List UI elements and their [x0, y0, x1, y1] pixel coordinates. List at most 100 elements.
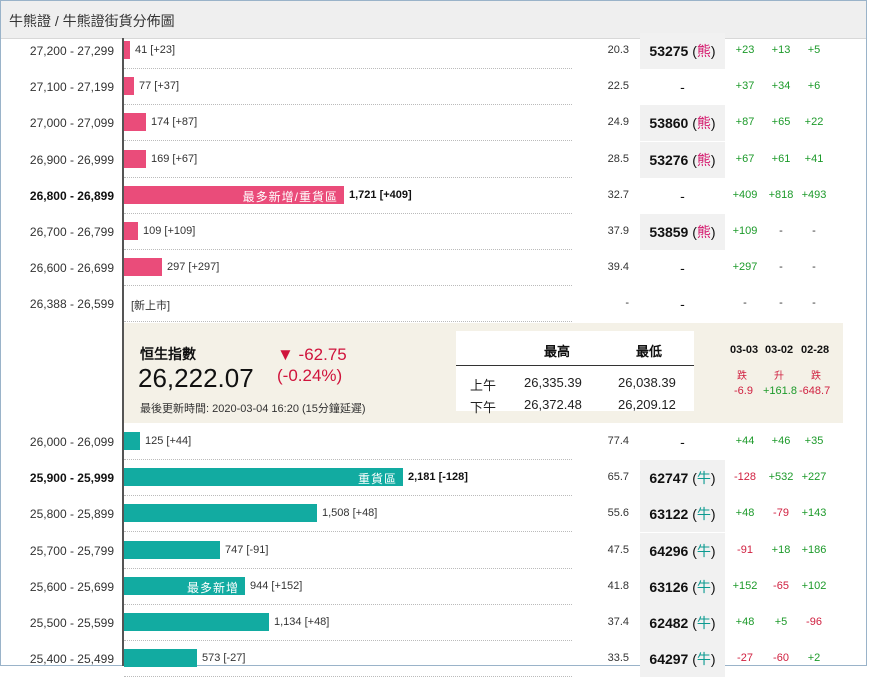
- daily-change: -: [812, 225, 816, 237]
- table-row: 27,000 - 27,099 174 [+87] 24.9 53860 (熊) +87…: [0, 105, 867, 142]
- code-number[interactable]: 63126: [649, 578, 689, 595]
- cbbc-code[interactable]: 64297 (牛): [640, 641, 725, 677]
- cbbc-code[interactable]: 53860 (熊): [640, 105, 725, 142]
- daily-change: +61: [771, 152, 791, 165]
- ratio: 33.5: [607, 652, 629, 665]
- low-header: 最低: [636, 344, 663, 359]
- daily-change: +143: [801, 507, 827, 520]
- cbbc-code[interactable]: 63122 (牛): [640, 496, 725, 533]
- hsi-panel: 恒生指數 26,222.07 ▼ -62.75 (-0.24%) 最後更新時間:…: [124, 323, 843, 423]
- code-number[interactable]: 53859: [649, 224, 689, 240]
- code-number[interactable]: 53275: [649, 43, 689, 59]
- hsi-change-pct: (-0.24%): [277, 366, 343, 385]
- code-direction: 熊: [696, 151, 711, 168]
- ratio: 24.9: [607, 116, 629, 129]
- row-divider: [124, 603, 572, 605]
- bar-tag: 重貨區: [357, 472, 397, 487]
- daily-change: +46: [771, 435, 791, 447]
- oi-value: 297 [+297]: [167, 261, 220, 274]
- chart-axis: [122, 38, 124, 666]
- cbbc-code[interactable]: 53859 (熊): [640, 214, 725, 250]
- daily-change: +37: [735, 80, 755, 93]
- oi-bar: 最多新增/重貨區: [124, 185, 344, 204]
- daily-change: +22: [804, 116, 824, 129]
- ratio: 22.5: [607, 80, 629, 93]
- code-number[interactable]: 64296: [649, 542, 689, 559]
- strike-range: 26,388 - 26,599: [29, 297, 114, 312]
- daily-change: +297: [732, 261, 758, 274]
- last-updated: 最後更新時間: 2020-03-04 16:20 (15分鐘延遲): [140, 403, 366, 415]
- ratio: 37.9: [607, 225, 629, 237]
- strike-range: 27,200 - 27,299: [29, 44, 114, 58]
- daily-change: +409: [732, 188, 758, 201]
- high-low-table: 最高 最低 上午 26,335.39 26,038.39 下午 26,372.4…: [456, 331, 694, 415]
- cbbc-code[interactable]: 62482 (牛): [640, 605, 725, 641]
- oi-bar: 最多新增: [124, 576, 245, 595]
- daily-change: +532: [768, 471, 794, 484]
- daily-change: +152: [732, 579, 758, 592]
- cbbc-code: -: [640, 424, 725, 460]
- strike-range: 25,900 - 25,999: [29, 471, 114, 486]
- cbbc-code[interactable]: 64296 (牛): [640, 532, 725, 569]
- date-1-change: +161.8: [763, 385, 797, 397]
- oi-bar: [124, 504, 317, 523]
- code-number[interactable]: 63122: [649, 506, 689, 523]
- daily-change: -27: [737, 652, 753, 665]
- pm-label: 下午: [470, 400, 497, 415]
- table-row: 26,388 - 26,599 [新上市] - - - - -: [0, 286, 867, 323]
- table-row: 25,900 - 25,999 重貨區 2,181 [-128] 65.7 62747 …: [0, 460, 867, 497]
- code-number[interactable]: 53860: [649, 115, 689, 132]
- oi-value: 169 [+67]: [151, 152, 198, 165]
- daily-change: -: [779, 225, 783, 237]
- cbbc-code[interactable]: 62747 (牛): [640, 460, 725, 497]
- daily-change: +5: [774, 616, 788, 628]
- code-direction: 牛: [696, 470, 711, 487]
- daily-change: -91: [737, 543, 753, 556]
- am-label: 上午: [470, 378, 497, 393]
- oi-value: 747 [-91]: [225, 543, 269, 556]
- table-row: 25,400 - 25,499 573 [-27] 33.5 64297 (牛) -27…: [0, 641, 867, 677]
- date-2-direction: 跌: [811, 371, 821, 382]
- code-number: -: [680, 260, 685, 277]
- code-number[interactable]: 62747: [649, 470, 689, 487]
- daily-change: +227: [801, 471, 827, 484]
- date-0-direction: 跌: [737, 371, 747, 382]
- table-row: 25,800 - 25,899 1,508 [+48] 55.6 63122 (牛) +…: [0, 496, 867, 533]
- row-divider: [124, 285, 572, 287]
- daily-change: +818: [768, 188, 794, 201]
- cbbc-code[interactable]: 63126 (牛): [640, 568, 725, 605]
- strike-range: 26,000 - 26,099: [29, 435, 114, 449]
- daily-change: +48: [735, 507, 755, 520]
- oi-bar: [124, 432, 140, 450]
- ratio: 20.3: [607, 44, 629, 56]
- code-number[interactable]: 53276: [649, 151, 689, 168]
- daily-change: +87: [735, 116, 755, 129]
- daily-change: +34: [771, 80, 791, 93]
- date-1: 03-02: [765, 344, 794, 356]
- cbbc-code[interactable]: 53275 (熊): [640, 33, 725, 69]
- strike-range: 26,600 - 26,699: [29, 261, 114, 276]
- daily-change: -128: [733, 471, 757, 484]
- table-row: 26,600 - 26,699 297 [+297] 39.4 - +297 - -: [0, 250, 867, 287]
- daily-change: -: [779, 261, 783, 274]
- strike-range: 25,400 - 25,499: [29, 652, 114, 667]
- oi-value: 1,721 [+409]: [349, 188, 412, 201]
- code-number[interactable]: 62482: [649, 615, 689, 631]
- daily-change: +493: [801, 188, 827, 201]
- oi-bar: [124, 649, 197, 668]
- daily-change: +6: [807, 80, 821, 93]
- ratio: 37.4: [607, 616, 629, 628]
- cbbc-code[interactable]: 53276 (熊): [640, 141, 725, 178]
- high-header: 最高: [544, 344, 571, 359]
- daily-change: +67: [735, 152, 755, 165]
- daily-change: +23: [735, 44, 755, 56]
- code-number: -: [680, 296, 685, 313]
- bar-tag: 最多新增/重貨區: [242, 189, 338, 204]
- code-number[interactable]: 64297: [649, 651, 689, 668]
- oi-bar: [124, 77, 134, 96]
- table-row: 25,600 - 25,699 最多新增 944 [+152] 41.8 63126 (…: [0, 568, 867, 605]
- daily-change: +48: [735, 616, 755, 628]
- date-2-change: -648.7: [799, 385, 831, 397]
- ratio: 28.5: [607, 152, 629, 165]
